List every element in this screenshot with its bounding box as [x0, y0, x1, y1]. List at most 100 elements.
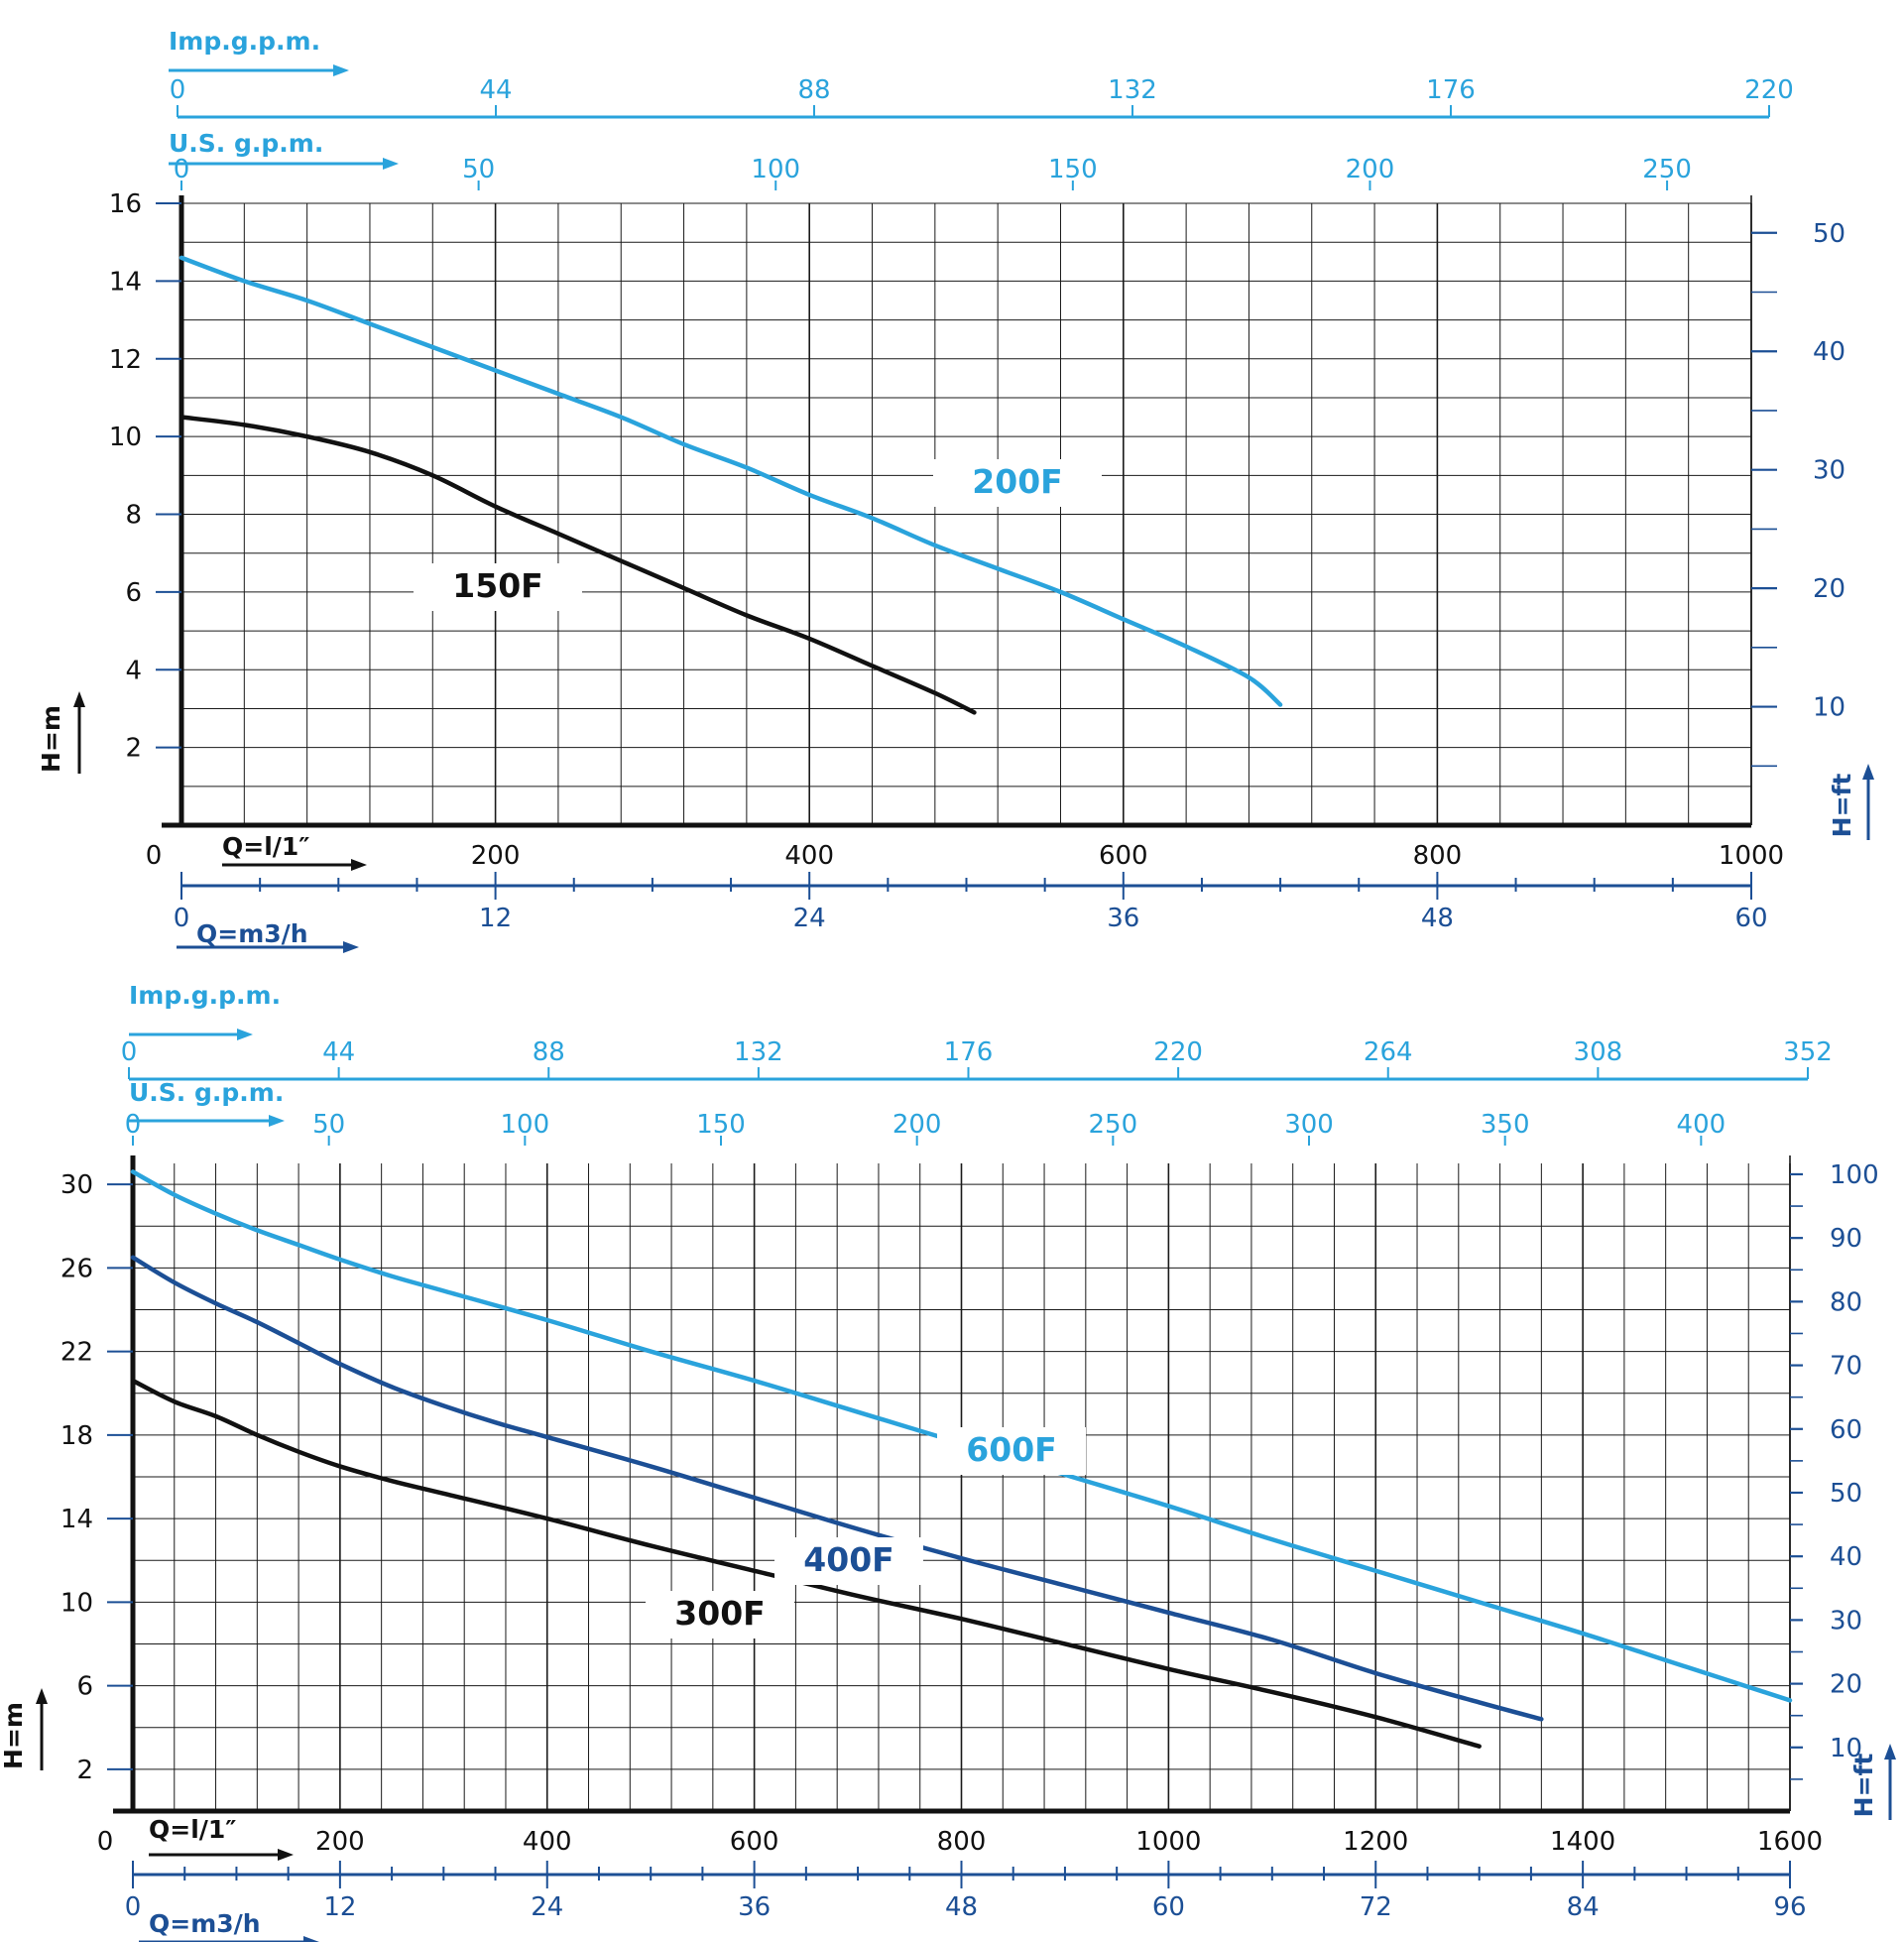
- hm-axis-arrow-head: [73, 691, 85, 707]
- ft-tick-label: 20: [1830, 1670, 1862, 1700]
- m3h-tick-label: 60: [1152, 1892, 1185, 1922]
- us-gpm-tick-label: 50: [312, 1110, 345, 1140]
- q-axis-title: Q=l/1″: [222, 832, 309, 861]
- x-tick-label: 600: [1099, 841, 1148, 871]
- us-gpm-tick-label: 250: [1089, 1110, 1138, 1140]
- imp-gpm-tick-label: 220: [1744, 75, 1794, 105]
- q-axis-arrow: [222, 859, 367, 871]
- us-gpm-tick-label: 400: [1677, 1110, 1726, 1140]
- hm-axis-arrow-head: [36, 1688, 48, 1704]
- us-gpm-arrow-head: [269, 1115, 285, 1127]
- us-gpm-tick-label: 200: [1346, 155, 1395, 184]
- us-gpm-axis-title: U.S. g.p.m.: [169, 129, 323, 158]
- ft-axis-arrow-head: [1884, 1744, 1896, 1760]
- imp-gpm-arrow: [129, 1029, 253, 1040]
- curve-label-bg-150F: [414, 563, 582, 611]
- y-tick-label: 8: [125, 501, 142, 531]
- y-tick-label: 4: [125, 656, 142, 685]
- ft-axis-title: H=ft: [1828, 774, 1856, 838]
- m3h-arrow: [177, 941, 359, 953]
- y-tick-label: 6: [76, 1672, 93, 1702]
- x-tick-label: 0: [97, 1827, 114, 1857]
- m3h-arrow-head: [303, 1936, 319, 1942]
- us-gpm-tick-label: 350: [1481, 1110, 1530, 1140]
- curve-label-bg-200F: [933, 459, 1102, 507]
- curve-label-bg-600F: [937, 1427, 1086, 1475]
- y-tick-label: 14: [109, 267, 142, 297]
- us-gpm-tick-label: 0: [174, 155, 190, 184]
- us-gpm-tick-label: 200: [892, 1110, 942, 1140]
- curve-300F: [130, 1378, 1482, 1749]
- ft-axis-arrow-head: [1862, 764, 1874, 780]
- imp-gpm-tick-label: 132: [734, 1037, 783, 1067]
- x-tick-label: 800: [937, 1827, 987, 1857]
- curve-150F: [178, 415, 977, 715]
- x-tick-label: 1600: [1757, 1827, 1823, 1857]
- x-tick-label: 400: [523, 1827, 572, 1857]
- imp-gpm-arrow: [169, 64, 349, 76]
- hm-axis-arrow: [73, 691, 85, 774]
- m3h-tick-label: 36: [1107, 904, 1139, 933]
- m3h-arrow-head: [343, 941, 359, 953]
- m3h-tick-label: 24: [793, 904, 826, 933]
- imp-gpm-tick-label: 264: [1364, 1037, 1413, 1067]
- curve-600F: [130, 1169, 1793, 1703]
- ft-axis-arrow: [1884, 1744, 1896, 1820]
- ft-tick-label: 70: [1830, 1352, 1862, 1382]
- curve-200F: [178, 255, 1283, 707]
- imp-gpm-tick-label: 308: [1574, 1037, 1623, 1067]
- imp-gpm-axis-title: Imp.g.p.m.: [129, 981, 281, 1010]
- y-tick-label: 2: [76, 1756, 93, 1785]
- q-axis-arrow-head: [351, 859, 367, 871]
- ft-tick-label: 10: [1830, 1734, 1862, 1763]
- m3h-tick-label: 12: [323, 1892, 356, 1922]
- us-gpm-tick-label: 150: [696, 1110, 746, 1140]
- us-gpm-tick-label: 300: [1284, 1110, 1334, 1140]
- x-tick-label: 0: [146, 841, 163, 871]
- m3h-tick-label: 0: [174, 904, 190, 933]
- imp-gpm-tick-label: 44: [479, 75, 512, 105]
- x-tick-label: 200: [471, 841, 521, 871]
- x-tick-label: 1000: [1719, 841, 1784, 871]
- imp-gpm-axis-title: Imp.g.p.m.: [169, 27, 320, 56]
- m3h-tick-label: 48: [1421, 904, 1454, 933]
- y-tick-label: 12: [109, 345, 142, 375]
- m3h-arrow: [139, 1936, 319, 1942]
- imp-gpm-tick-label: 88: [797, 75, 830, 105]
- us-gpm-arrow: [129, 1115, 285, 1127]
- imp-gpm-tick-label: 0: [170, 75, 186, 105]
- ft-axis-arrow: [1862, 764, 1874, 840]
- us-gpm-tick-label: 100: [751, 155, 800, 184]
- y-tick-label: 10: [109, 423, 142, 452]
- plot-grid: [180, 202, 1752, 826]
- ft-tick-label: 30: [1813, 456, 1845, 486]
- curve-label-150F: 150F: [452, 566, 542, 605]
- m3h-tick-label: 48: [945, 1892, 978, 1922]
- y-tick-label: 14: [60, 1505, 93, 1534]
- imp-gpm-tick-label: 352: [1783, 1037, 1833, 1067]
- x-tick-label: 800: [1413, 841, 1463, 871]
- curve-label-400F: 400F: [803, 1540, 893, 1579]
- x-tick-label: 200: [315, 1827, 365, 1857]
- m3h-tick-label: 60: [1734, 904, 1767, 933]
- imp-gpm-tick-label: 88: [533, 1037, 565, 1067]
- y-tick-label: 10: [60, 1588, 93, 1618]
- x-tick-label: 1200: [1343, 1827, 1408, 1857]
- m3h-tick-label: 84: [1567, 1892, 1600, 1922]
- ft-tick-label: 100: [1830, 1160, 1879, 1190]
- ft-axis-title: H=ft: [1849, 1754, 1878, 1818]
- m3h-tick-label: 12: [479, 904, 512, 933]
- us-gpm-arrow-head: [383, 158, 399, 170]
- q-axis-title: Q=l/1″: [149, 1815, 236, 1844]
- us-gpm-axis-title: U.S. g.p.m.: [129, 1078, 284, 1107]
- m3h-tick-label: 36: [738, 1892, 771, 1922]
- ft-tick-label: 60: [1830, 1415, 1862, 1445]
- us-gpm-arrow: [169, 158, 399, 170]
- curve-400F: [130, 1255, 1544, 1722]
- ft-tick-label: 80: [1830, 1287, 1862, 1317]
- m3h-axis-title: Q=m3/h: [149, 1909, 261, 1938]
- y-tick-label: 18: [60, 1421, 93, 1451]
- ft-tick-label: 90: [1830, 1224, 1862, 1254]
- hm-axis-title: H=m: [37, 705, 65, 773]
